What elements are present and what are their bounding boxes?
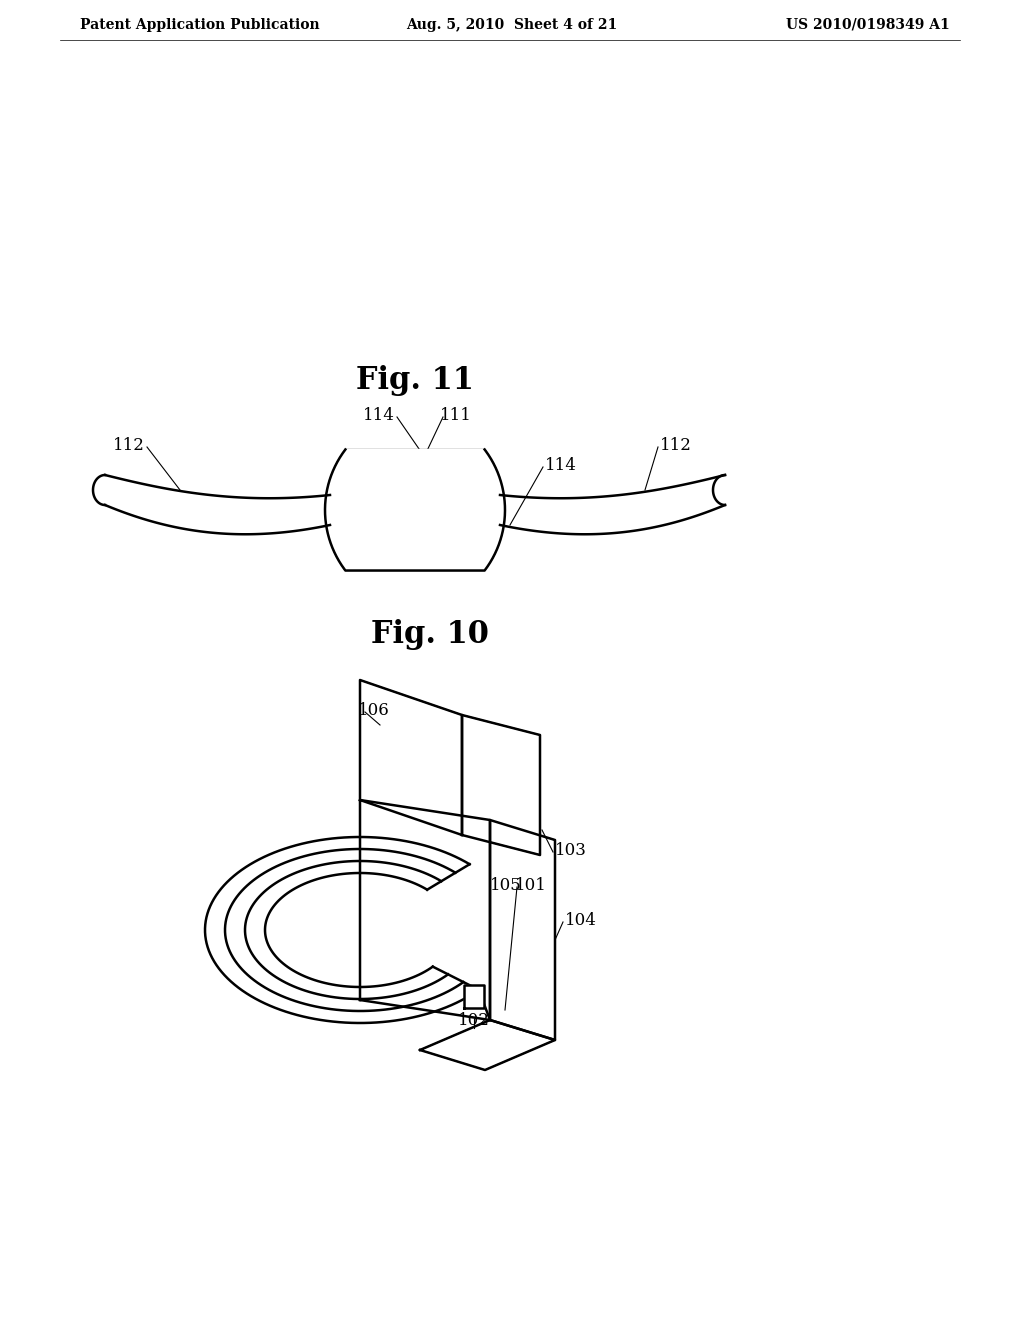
Text: Fig. 10: Fig. 10 bbox=[371, 619, 488, 651]
Text: Aug. 5, 2010  Sheet 4 of 21: Aug. 5, 2010 Sheet 4 of 21 bbox=[407, 18, 617, 32]
Text: 112: 112 bbox=[660, 437, 692, 454]
Polygon shape bbox=[360, 680, 462, 836]
Text: 103: 103 bbox=[555, 842, 587, 859]
Polygon shape bbox=[462, 715, 540, 855]
Polygon shape bbox=[325, 450, 505, 570]
Polygon shape bbox=[360, 800, 490, 1020]
Polygon shape bbox=[490, 820, 555, 1040]
Text: 114: 114 bbox=[364, 407, 395, 424]
Text: Fig. 11: Fig. 11 bbox=[356, 364, 474, 396]
Text: 104: 104 bbox=[565, 912, 597, 929]
Polygon shape bbox=[420, 1020, 555, 1071]
Polygon shape bbox=[500, 475, 725, 535]
Text: 101: 101 bbox=[515, 876, 547, 894]
Text: 105: 105 bbox=[490, 876, 522, 894]
Text: 102: 102 bbox=[458, 1011, 489, 1028]
Polygon shape bbox=[325, 450, 505, 570]
Text: 114: 114 bbox=[545, 457, 577, 474]
Text: 111: 111 bbox=[440, 407, 472, 424]
Polygon shape bbox=[464, 985, 483, 1007]
Polygon shape bbox=[105, 475, 330, 535]
Text: 106: 106 bbox=[358, 702, 390, 719]
Text: 112: 112 bbox=[113, 437, 145, 454]
Text: US 2010/0198349 A1: US 2010/0198349 A1 bbox=[786, 18, 950, 32]
Text: Patent Application Publication: Patent Application Publication bbox=[80, 18, 319, 32]
